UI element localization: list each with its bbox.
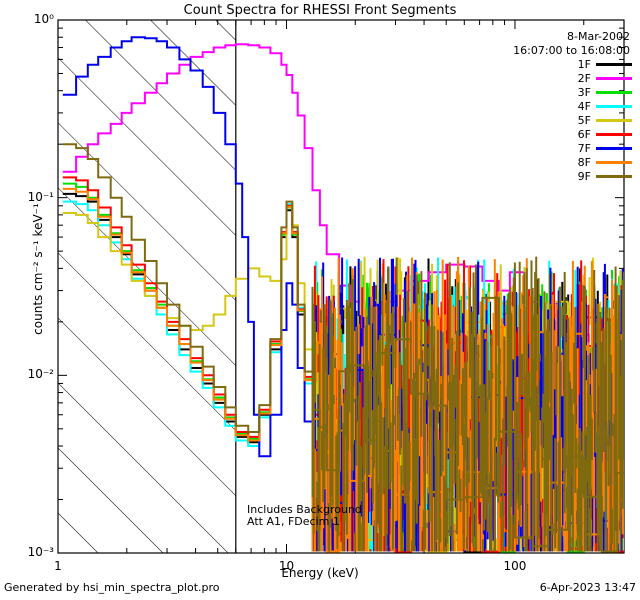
legend-item-1F[interactable]: 1F	[536, 57, 632, 71]
legend-swatch-3F	[596, 90, 632, 94]
legend-label-7F: 7F	[577, 141, 591, 155]
y-tick-label-3: 10⁻³	[27, 545, 54, 559]
legend-swatch-1F	[596, 62, 632, 66]
legend-swatch-9F	[596, 174, 632, 178]
x-tick-label-100: 100	[503, 559, 527, 573]
observation-date: 8-Mar-2002	[567, 30, 630, 43]
footer-generator: Generated by hsi_min_spectra_plot.pro	[4, 581, 220, 594]
hatched-region	[58, 20, 236, 553]
legend-label-5F: 5F	[577, 113, 591, 127]
legend-swatch-6F	[596, 132, 632, 136]
series-noise-9F	[311, 256, 624, 552]
page-title: Count Spectra for RHESSI Front Segments	[183, 3, 457, 18]
annotation-attenuator: Att A1, FDecim 1	[247, 515, 340, 528]
legend-swatch-7F	[596, 146, 632, 150]
legend-item-2F[interactable]: 2F	[536, 71, 632, 85]
legend-label-3F: 3F	[577, 85, 591, 99]
legend-label-8F: 8F	[577, 155, 591, 169]
legend-swatch-2F	[596, 76, 632, 80]
legend-item-5F[interactable]: 5F	[536, 113, 632, 127]
legend-item-9F[interactable]: 9F	[536, 169, 632, 183]
legend-label-2F: 2F	[577, 71, 591, 85]
x-tick-label-1: 1	[54, 559, 62, 573]
annotation-background: Includes Background	[247, 503, 362, 516]
legend-item-3F[interactable]: 3F	[536, 85, 632, 99]
series-9F	[62, 143, 624, 553]
x-tick-label-10: 10	[278, 559, 295, 573]
legend-item-8F[interactable]: 8F	[536, 155, 632, 169]
x-axis-label: Energy (keV)	[281, 566, 359, 580]
legend-label-9F: 9F	[577, 169, 591, 183]
legend-item-7F[interactable]: 7F	[536, 141, 632, 155]
y-tick-label-0: 10⁰	[33, 12, 54, 26]
legend-item-4F[interactable]: 4F	[536, 99, 632, 113]
series-2F	[62, 43, 624, 438]
legend-label-1F: 1F	[577, 57, 591, 71]
legend-item-6F[interactable]: 6F	[536, 127, 632, 141]
legend-label-6F: 6F	[577, 127, 591, 141]
legend: 1F 2F 3F 4F 5F 6F 7F 8F 9F	[536, 57, 632, 183]
legend-label-4F: 4F	[577, 99, 591, 113]
legend-swatch-5F	[596, 118, 632, 122]
y-tick-label-2: 10⁻²	[27, 367, 54, 382]
observation-time-range: 16:07:00 to 16:08:00	[513, 44, 630, 57]
y-tick-label-1: 10⁻¹	[27, 189, 54, 204]
legend-swatch-4F	[596, 104, 632, 108]
footer-timestamp: 6-Apr-2023 13:47	[539, 581, 636, 594]
legend-swatch-8F	[596, 160, 632, 164]
